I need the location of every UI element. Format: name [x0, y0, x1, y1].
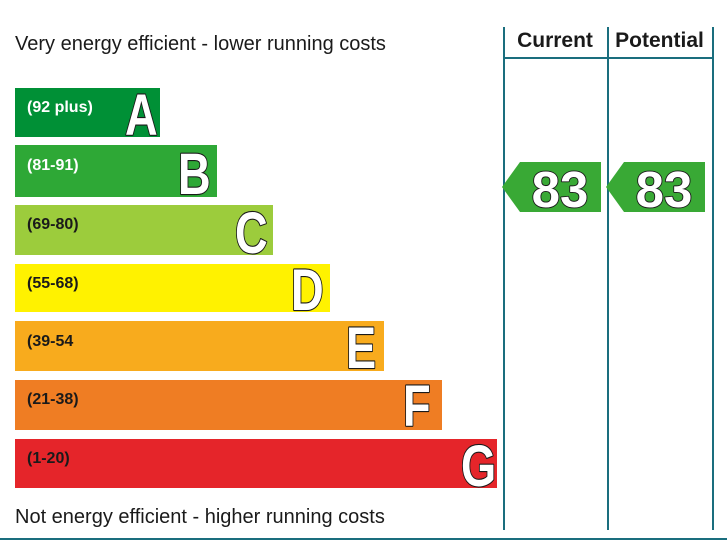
svg-text:G: G	[461, 435, 496, 500]
svg-text:B: B	[178, 143, 211, 208]
svg-text:C: C	[235, 202, 268, 267]
svg-text:E: E	[346, 317, 376, 382]
svg-text:F: F	[403, 375, 431, 440]
svg-text:D: D	[291, 259, 324, 324]
svg-text:83: 83	[636, 161, 693, 218]
svg-text:A: A	[125, 84, 158, 149]
svg-text:83: 83	[532, 161, 589, 218]
